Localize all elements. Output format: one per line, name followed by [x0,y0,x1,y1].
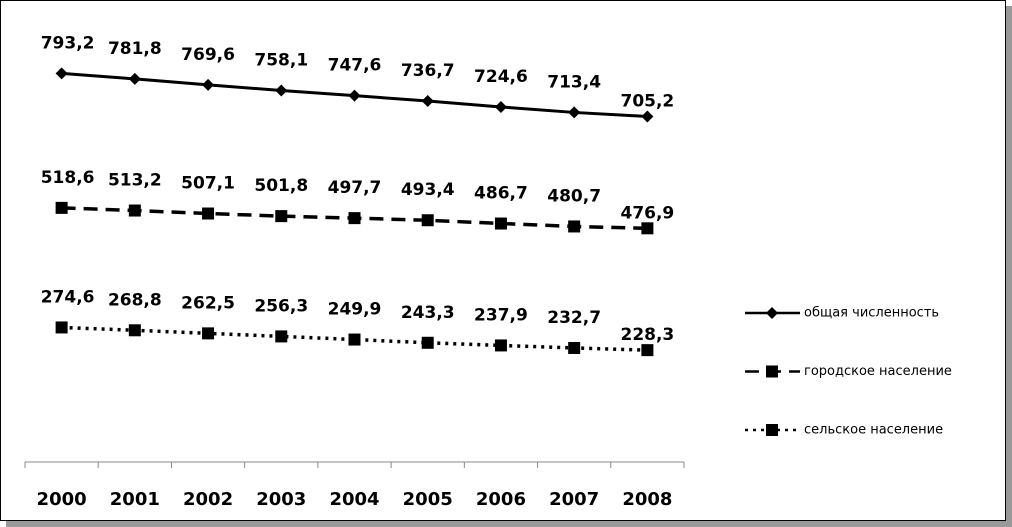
data-point [128,324,141,337]
data-point [55,201,68,214]
data-label: 493,4 [401,180,455,200]
x-tick-label: 2008 [622,489,672,510]
data-point [202,78,215,91]
data-point [275,84,288,97]
data-point [128,204,141,217]
data-point [641,222,654,235]
data-label: 262,5 [181,293,235,313]
data-label: 518,6 [41,168,95,188]
series-line [61,325,648,352]
data-label: 769,6 [181,45,235,65]
data-label: 793,2 [41,33,95,53]
data-point [494,339,507,352]
data-label: 705,2 [620,91,674,111]
data-label: 480,7 [547,186,601,206]
data-point [202,207,215,220]
data-label: 781,8 [108,39,162,59]
x-tick-label: 2006 [476,489,526,510]
data-label: 237,9 [474,305,528,325]
data-label: 256,3 [254,296,308,316]
legend-marker [766,424,778,436]
data-point [641,110,654,123]
data-label: 268,8 [108,290,162,310]
frame-shadow [1006,6,1012,527]
x-tick-label: 2000 [37,489,87,510]
data-point [494,100,507,113]
data-point [275,210,288,223]
data-label: 476,9 [620,203,674,223]
data-point [348,212,361,225]
data-point [55,67,68,80]
legend-label: сельское население [804,423,943,438]
frame-shadow [6,521,1012,527]
data-point [348,333,361,346]
data-point [202,327,215,340]
x-tick-label: 2002 [183,489,233,510]
data-point [421,95,434,108]
data-label: 507,1 [181,174,235,194]
data-label: 274,6 [41,287,95,307]
data-point [494,217,507,230]
data-label: 486,7 [474,184,528,204]
x-tick-label: 2003 [256,489,306,510]
legend-marker [766,307,778,319]
data-label: 513,2 [108,171,162,191]
data-label: 736,7 [401,61,455,81]
data-point [421,214,434,227]
x-tick-label: 2001 [110,489,160,510]
data-point [275,330,288,343]
data-point [568,220,581,233]
data-label: 249,9 [328,300,382,320]
x-tick-label: 2004 [329,489,379,510]
data-point [641,344,654,357]
x-tick-label: 2007 [549,489,599,510]
legend-marker [766,365,778,378]
data-point [421,336,434,349]
data-label: 228,3 [620,325,674,345]
x-tick-label: 2005 [403,489,453,510]
data-point [55,321,68,334]
data-label: 713,4 [547,72,601,92]
data-label: 497,7 [328,178,382,198]
data-point [568,106,581,119]
data-label: 501,8 [254,176,308,196]
data-label: 747,6 [328,56,382,76]
data-label: 232,7 [547,308,601,328]
data-point [348,89,361,102]
data-point [568,341,581,354]
data-label: 758,1 [254,51,308,71]
data-point [128,72,141,85]
data-label: 724,6 [474,67,528,87]
legend-label: общая численность [804,306,939,321]
legend-label: городское население [804,364,952,379]
data-label: 243,3 [401,303,455,323]
